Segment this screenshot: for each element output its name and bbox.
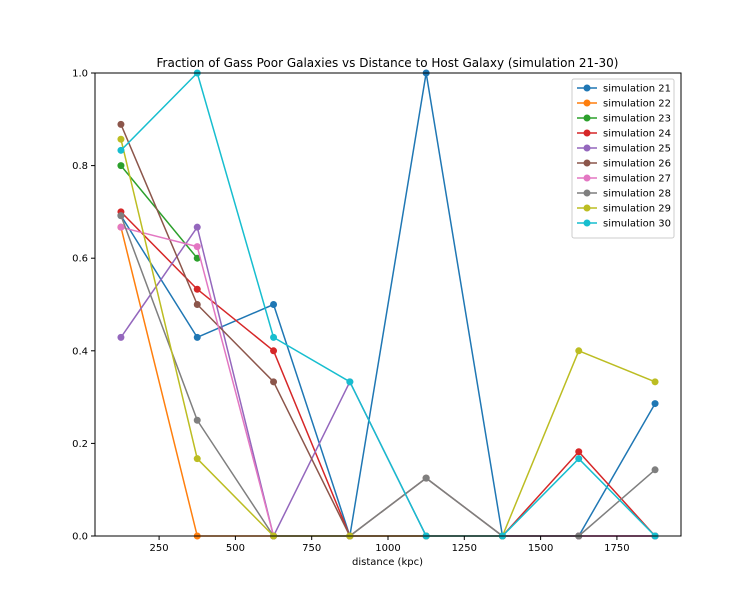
y-tick-label: 0.4	[72, 346, 88, 357]
data-point	[346, 378, 354, 386]
legend-item: simulation 22	[577, 99, 671, 110]
legend: simulation 21 simulation 22 simulation 23 s…	[571, 78, 675, 239]
legend-label: simulation 28	[603, 189, 671, 200]
series-line	[120, 226, 656, 537]
legend-item: simulation 24	[577, 129, 671, 140]
legend-marker	[583, 189, 591, 197]
legend-item: simulation 21	[577, 84, 671, 95]
series-line	[120, 72, 656, 537]
legend-item: simulation 30	[577, 219, 671, 230]
data-point	[651, 466, 659, 474]
legend-marker	[583, 84, 591, 92]
data-point	[575, 448, 583, 456]
legend-marker	[583, 204, 591, 212]
data-point	[270, 347, 278, 355]
x-axis-label: distance (kpc)	[352, 557, 423, 568]
y-tick-label: 1.0	[72, 69, 88, 80]
series-line	[120, 226, 274, 537]
data-point	[117, 223, 125, 231]
x-tick-label: 1250	[452, 543, 477, 554]
legend-item: simulation 29	[577, 204, 671, 215]
chart-title: Fraction of Gass Poor Galaxies vs Distan…	[157, 56, 619, 70]
data-point	[117, 135, 125, 143]
y-tick-label: 0.2	[72, 439, 88, 450]
plot-area: 250 500 750 1000 1250 1500 1750 0.0 0.2 0.4 0.6 0.8…	[72, 69, 682, 554]
y-tick-label: 0.0	[72, 532, 88, 543]
legend-item: simulation 25	[577, 144, 671, 155]
legend-item: simulation 23	[577, 114, 671, 125]
data-point	[117, 120, 125, 128]
legend-label: simulation 22	[603, 99, 671, 110]
legend-label: simulation 27	[603, 174, 671, 185]
legend-box	[571, 78, 675, 239]
x-tick-label: 1000	[375, 543, 400, 554]
data-point	[193, 243, 201, 251]
x-tick-label: 250	[150, 543, 169, 554]
data-point	[117, 212, 125, 220]
legend-item: simulation 28	[577, 189, 671, 200]
data-point	[270, 378, 278, 386]
data-point	[193, 254, 201, 262]
x-tick-label: 500	[226, 543, 245, 554]
legend-label: simulation 23	[603, 114, 671, 125]
data-point	[575, 347, 583, 355]
legend-label: simulation 24	[603, 129, 671, 140]
x-tick-label: 1500	[528, 543, 553, 554]
legend-marker	[583, 159, 591, 167]
legend-marker	[583, 144, 591, 152]
x-tick-label: 750	[302, 543, 321, 554]
data-point	[193, 301, 201, 308]
legend-label: simulation 21	[603, 84, 671, 95]
data-point	[117, 333, 125, 341]
legend-item: simulation 27	[577, 174, 671, 185]
legend-label: simulation 25	[603, 144, 671, 155]
data-point	[193, 416, 201, 424]
series-7	[117, 223, 659, 540]
legend-label: simulation 26	[603, 159, 671, 170]
data-point	[651, 378, 659, 386]
y-tick-label: 0.8	[72, 161, 88, 172]
data-point	[117, 162, 125, 170]
data-point	[651, 400, 659, 408]
legend-marker	[583, 219, 591, 227]
legend-marker	[583, 114, 591, 122]
legend-label: simulation 30	[603, 219, 671, 230]
legend-label: simulation 29	[603, 204, 671, 215]
data-point	[117, 146, 125, 154]
x-tick-label: 1750	[604, 543, 629, 554]
data-point	[193, 333, 201, 341]
data-point	[193, 285, 201, 293]
legend-item: simulation 26	[577, 159, 671, 170]
data-point	[193, 223, 201, 231]
data-point	[270, 301, 278, 308]
data-point	[422, 474, 430, 482]
data-point	[270, 333, 278, 341]
legend-marker	[583, 129, 591, 137]
y-tick-label: 0.6	[72, 254, 88, 265]
legend-marker	[583, 174, 591, 182]
data-point	[193, 455, 201, 463]
legend-marker	[583, 99, 591, 107]
data-point	[575, 455, 583, 463]
series-line	[120, 226, 656, 537]
series-5	[117, 223, 659, 540]
